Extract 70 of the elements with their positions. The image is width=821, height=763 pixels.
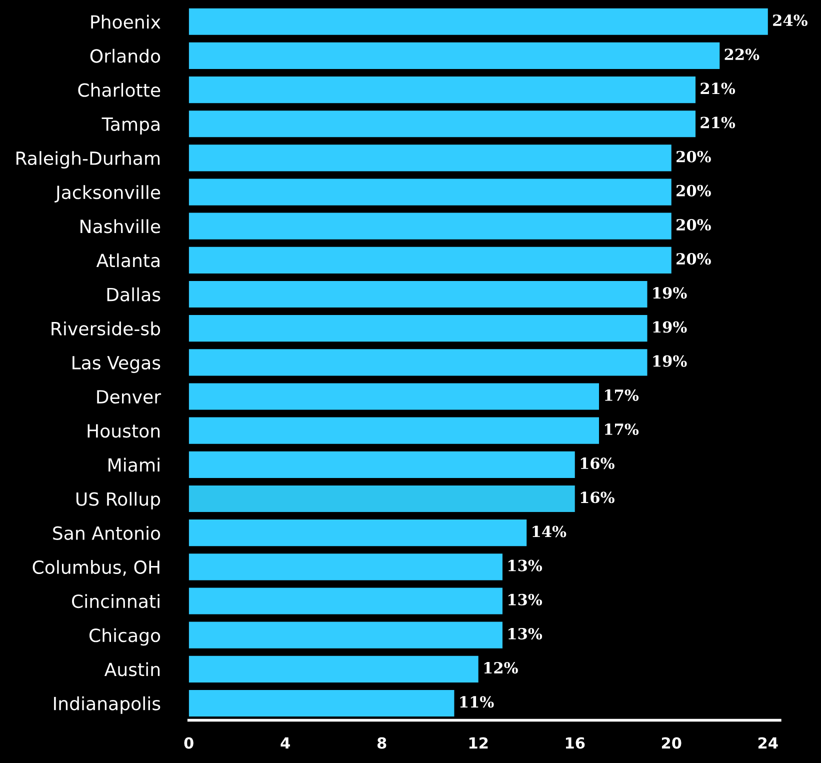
y-tick-label: Atlanta [96,253,160,268]
y-tick-label: Orlando [90,48,160,63]
data-label: 16% [580,458,614,470]
y-tick-label: Miami [108,458,160,472]
data-label: 21% [700,82,736,94]
bar [188,485,575,512]
bar [188,212,672,240]
bar [188,690,454,717]
bar [188,110,696,138]
y-tick-label: Phoenix [91,14,160,29]
bar [188,349,648,376]
bar [188,554,502,580]
data-label: 20% [676,253,711,265]
y-tick-label: Las Vegas [72,356,160,374]
data-label: 24% [773,14,808,26]
bar [188,622,502,648]
x-tick-label: 16 [566,737,585,749]
y-tick-label: San Antonio [53,526,160,540]
x-tick-label: 20 [662,737,682,749]
data-label: 13% [508,628,542,640]
y-tick-label: Chicago [89,628,160,646]
data-label: 17% [605,389,639,401]
data-label: 19% [653,355,687,367]
y-tick-label: Tampa [102,118,160,134]
bar [188,417,599,444]
bar [188,656,478,682]
data-label: 21% [700,116,736,128]
bar [188,76,696,104]
data-label: 22% [724,48,760,60]
bar [188,42,720,69]
bar [188,315,648,342]
y-tick-label: Raleigh-Durham [16,151,160,169]
y-tick-label: Austin [104,662,160,676]
x-tick-label: 4 [280,737,290,749]
data-label: 17% [605,423,639,436]
data-label: 20% [676,184,711,196]
data-label: 14% [532,526,566,538]
x-tick-label: 24 [758,737,778,749]
y-tick-label: Jacksonville [54,185,160,202]
y-tick-label: Charlotte [78,82,160,97]
y-tick-label: Houston [88,424,160,438]
bar [188,520,527,546]
y-tick-label: Riverside-sb [52,321,160,336]
bar [188,280,648,308]
y-tick-label: Columbus, OH [32,560,160,576]
x-tick-label: 12 [469,737,488,749]
data-label: 19% [653,321,687,333]
y-tick-label: Cincinnati [72,594,160,608]
data-label: 11% [460,696,494,708]
bar [188,246,672,274]
bar [188,144,672,172]
y-tick-label: Dallas [107,287,160,302]
bar [188,383,599,410]
bar [188,451,575,478]
data-label: 20% [676,218,711,231]
x-tick-label: 0 [184,737,194,749]
data-label: 19% [653,287,687,299]
y-tick-label: Nashville [80,219,160,234]
bar [188,588,502,614]
data-label: 20% [676,150,711,162]
data-label: 16% [580,492,614,504]
y-tick-label: US Rollup [76,492,160,510]
data-label: 13% [508,560,542,572]
data-label: 13% [508,594,542,606]
data-label: 12% [484,662,518,674]
x-tick-label: 8 [377,737,386,749]
bar [188,8,768,35]
y-tick-label: Denver [97,390,162,404]
y-tick-label: Indianapolis [54,696,160,714]
bar [188,178,672,206]
